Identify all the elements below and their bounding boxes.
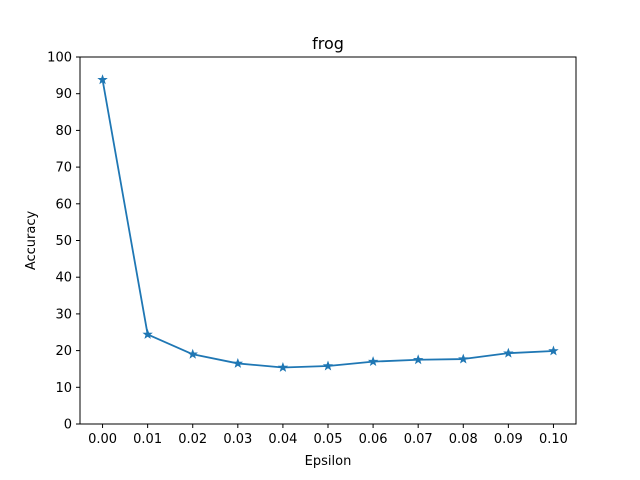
chart-title: frog xyxy=(312,34,344,53)
plot-area-frame xyxy=(79,56,577,425)
series-line xyxy=(101,79,554,369)
series-layer xyxy=(97,74,559,372)
x-tick-label: 0.00 xyxy=(88,432,117,447)
data-point-star-marker xyxy=(277,362,289,372)
x-tick-label: 0.03 xyxy=(223,432,252,447)
data-point-star-marker xyxy=(458,353,469,364)
data-point-star-marker xyxy=(412,354,424,365)
data-point-star-marker xyxy=(548,345,559,356)
x-tick-label: 0.09 xyxy=(494,432,523,447)
x-tick-label: 0.10 xyxy=(539,432,568,447)
y-tick-label: 70 xyxy=(55,161,72,176)
y-tick-label: 60 xyxy=(55,197,72,212)
data-point-star-marker xyxy=(142,328,153,339)
x-tick-label: 0.08 xyxy=(449,432,478,447)
y-tick-label: 0 xyxy=(64,418,72,433)
y-tick-label: 40 xyxy=(55,271,72,286)
y-tick-label: 90 xyxy=(55,87,72,102)
data-point-star-marker xyxy=(322,360,334,371)
y-tick-label: 20 xyxy=(55,344,72,359)
y-tick-label: 30 xyxy=(55,307,72,322)
data-point-star-marker xyxy=(503,347,514,358)
data-point-star-marker xyxy=(367,356,379,367)
data-point-star-marker xyxy=(97,74,108,85)
x-tick-label: 0.07 xyxy=(404,432,433,447)
data-point-star-marker xyxy=(187,348,198,359)
x-tick-label: 0.01 xyxy=(133,432,162,447)
y-tick-label: 50 xyxy=(55,234,72,249)
x-axis-label: Epsilon xyxy=(305,454,352,469)
y-tick-label: 10 xyxy=(55,381,72,396)
x-tick-label: 0.06 xyxy=(359,432,388,447)
x-tick-label: 0.02 xyxy=(178,432,207,447)
y-tick-label: 100 xyxy=(47,51,72,66)
x-tick-label: 0.05 xyxy=(314,432,343,447)
y-axis-label: Accuracy xyxy=(24,211,39,271)
y-tick-label: 80 xyxy=(55,124,72,139)
x-tick-label: 0.04 xyxy=(268,432,297,447)
y-axis: 0 10 20 30 40 50 60 70 80 90 100 xyxy=(47,51,80,433)
data-point-star-marker xyxy=(232,357,244,368)
x-axis: 0.00 0.01 0.02 0.03 0.04 0.05 0.06 0.07 0.08 0.09… xyxy=(88,424,568,447)
